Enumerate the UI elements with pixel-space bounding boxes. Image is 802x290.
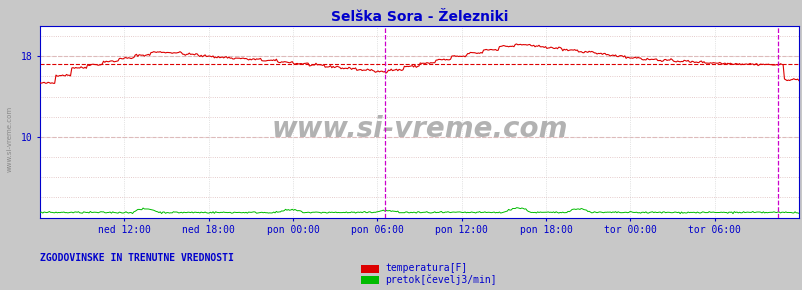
Text: pretok[čevelj3/min]: pretok[čevelj3/min] xyxy=(385,274,496,284)
Text: temperatura[F]: temperatura[F] xyxy=(385,263,467,273)
Text: www.si-vreme.com: www.si-vreme.com xyxy=(6,106,12,172)
Text: www.si-vreme.com: www.si-vreme.com xyxy=(271,115,567,144)
Text: ZGODOVINSKE IN TRENUTNE VREDNOSTI: ZGODOVINSKE IN TRENUTNE VREDNOSTI xyxy=(40,253,233,263)
Title: Selška Sora - Železniki: Selška Sora - Železniki xyxy=(330,10,508,23)
